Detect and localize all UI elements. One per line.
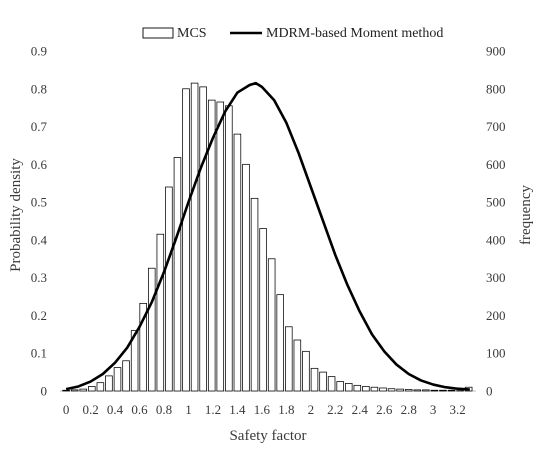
x-tick-label: 1.4 [229, 402, 246, 417]
x-tick-label: 2.2 [327, 402, 343, 417]
histogram-bar [397, 389, 404, 391]
histogram-bar [440, 390, 447, 391]
histogram-bar [260, 229, 267, 391]
y-tick-label: 0.2 [31, 308, 47, 323]
histogram-bar [234, 134, 241, 391]
histogram-bar [303, 351, 310, 391]
histogram-bar [363, 386, 370, 391]
histogram-bar [380, 388, 387, 391]
histogram-bar [405, 389, 412, 391]
histogram-bar [388, 389, 395, 391]
histogram-bar [320, 372, 327, 391]
histogram-bar [148, 268, 155, 391]
x-tick-label: 1.2 [205, 402, 221, 417]
x-tick-label: 3.2 [450, 402, 466, 417]
histogram-bar [251, 198, 258, 391]
x-tick-label: 0 [63, 402, 70, 417]
y2-tick-label: 500 [486, 195, 506, 210]
histogram-bar [166, 187, 173, 391]
histogram-bar [71, 390, 78, 391]
y-tick-label: 0.9 [31, 44, 47, 59]
histogram-bar [200, 87, 207, 391]
histogram-bars [63, 83, 472, 391]
y2-ticks: 0 100 200 300 400 500 600 700 800 900 [486, 44, 506, 399]
x-axis-title: Safety factor [229, 428, 306, 444]
histogram-bar [337, 382, 344, 391]
histogram-bar [63, 390, 70, 391]
histogram-bar [448, 390, 455, 391]
legend: MCS MDRM-based Moment method [143, 26, 443, 41]
x-tick-label: 2.4 [352, 402, 369, 417]
y2-tick-label: 900 [486, 44, 506, 59]
histogram-bar [157, 234, 164, 391]
x-tick-label: 2.6 [376, 402, 393, 417]
histogram-bar [106, 376, 113, 391]
histogram-bar [285, 327, 292, 391]
x-tick-label: 0.2 [82, 402, 98, 417]
histogram-bar [294, 340, 301, 391]
histogram-bar [243, 164, 250, 391]
y-tick-label: 0.4 [31, 232, 48, 247]
y-tick-label: 0.8 [31, 81, 47, 96]
y-tick-label: 0.7 [31, 119, 48, 134]
x-tick-label: 0.6 [131, 402, 148, 417]
x-tick-label: 3 [430, 402, 437, 417]
x-ticks: 0 0.2 0.4 0.6 0.8 1 1.2 1.4 1.6 1.8 2 2.2 2.4 2.6 2.8 3… [63, 402, 466, 417]
x-tick-label: 1.6 [254, 402, 271, 417]
y-ticks: 0 0.1 0.2 0.3 0.4 0.5 0.6 0.7 0.8 0.9 [31, 44, 48, 399]
y-tick-label: 0 [41, 384, 48, 399]
x-tick-label: 2.8 [401, 402, 417, 417]
histogram-bar [345, 383, 352, 391]
y2-tick-label: 700 [486, 119, 506, 134]
legend-mcs-label: MCS [177, 26, 207, 41]
x-tick-label: 0.4 [107, 402, 124, 417]
histogram-bar [422, 390, 429, 391]
histogram-bar [80, 389, 87, 391]
y2-tick-label: 200 [486, 308, 506, 323]
y2-tick-label: 0 [486, 384, 493, 399]
histogram-bar [277, 295, 284, 391]
histogram-bar [217, 102, 224, 391]
x-tick-label: 1 [185, 402, 192, 417]
histogram-bar [354, 385, 361, 391]
histogram-bar [88, 386, 95, 391]
x-tick-label: 0.8 [156, 402, 172, 417]
histogram-bar [431, 390, 438, 391]
histogram-bar [225, 106, 232, 391]
histogram-bar [414, 390, 421, 391]
histogram-bar [123, 361, 130, 391]
histogram-bar [183, 89, 190, 391]
y-axis-title: Probability density [8, 158, 24, 272]
x-tick-label: 1.8 [278, 402, 294, 417]
y2-tick-label: 600 [486, 157, 506, 172]
x-tick-label: 2 [308, 402, 315, 417]
y-tick-label: 0.1 [31, 346, 47, 361]
histogram-bar [328, 377, 335, 391]
y2-tick-label: 800 [486, 81, 506, 96]
histogram-bar [311, 368, 318, 391]
histogram-bar [268, 259, 275, 391]
y-tick-label: 0.6 [31, 157, 48, 172]
histogram-bar [114, 368, 121, 391]
y2-tick-label: 100 [486, 346, 506, 361]
legend-curve-label: MDRM-based Moment method [266, 26, 443, 41]
y-tick-label: 0.5 [31, 195, 47, 210]
histogram-bar [371, 387, 378, 391]
legend-mcs-swatch [143, 28, 173, 38]
y2-tick-label: 400 [486, 232, 506, 247]
histogram-bar [174, 158, 181, 391]
histogram-bar [191, 83, 198, 391]
histogram-bar [97, 383, 104, 391]
y2-axis-title: frequency [518, 185, 534, 245]
y-tick-label: 0.3 [31, 270, 47, 285]
y2-tick-label: 300 [486, 270, 506, 285]
